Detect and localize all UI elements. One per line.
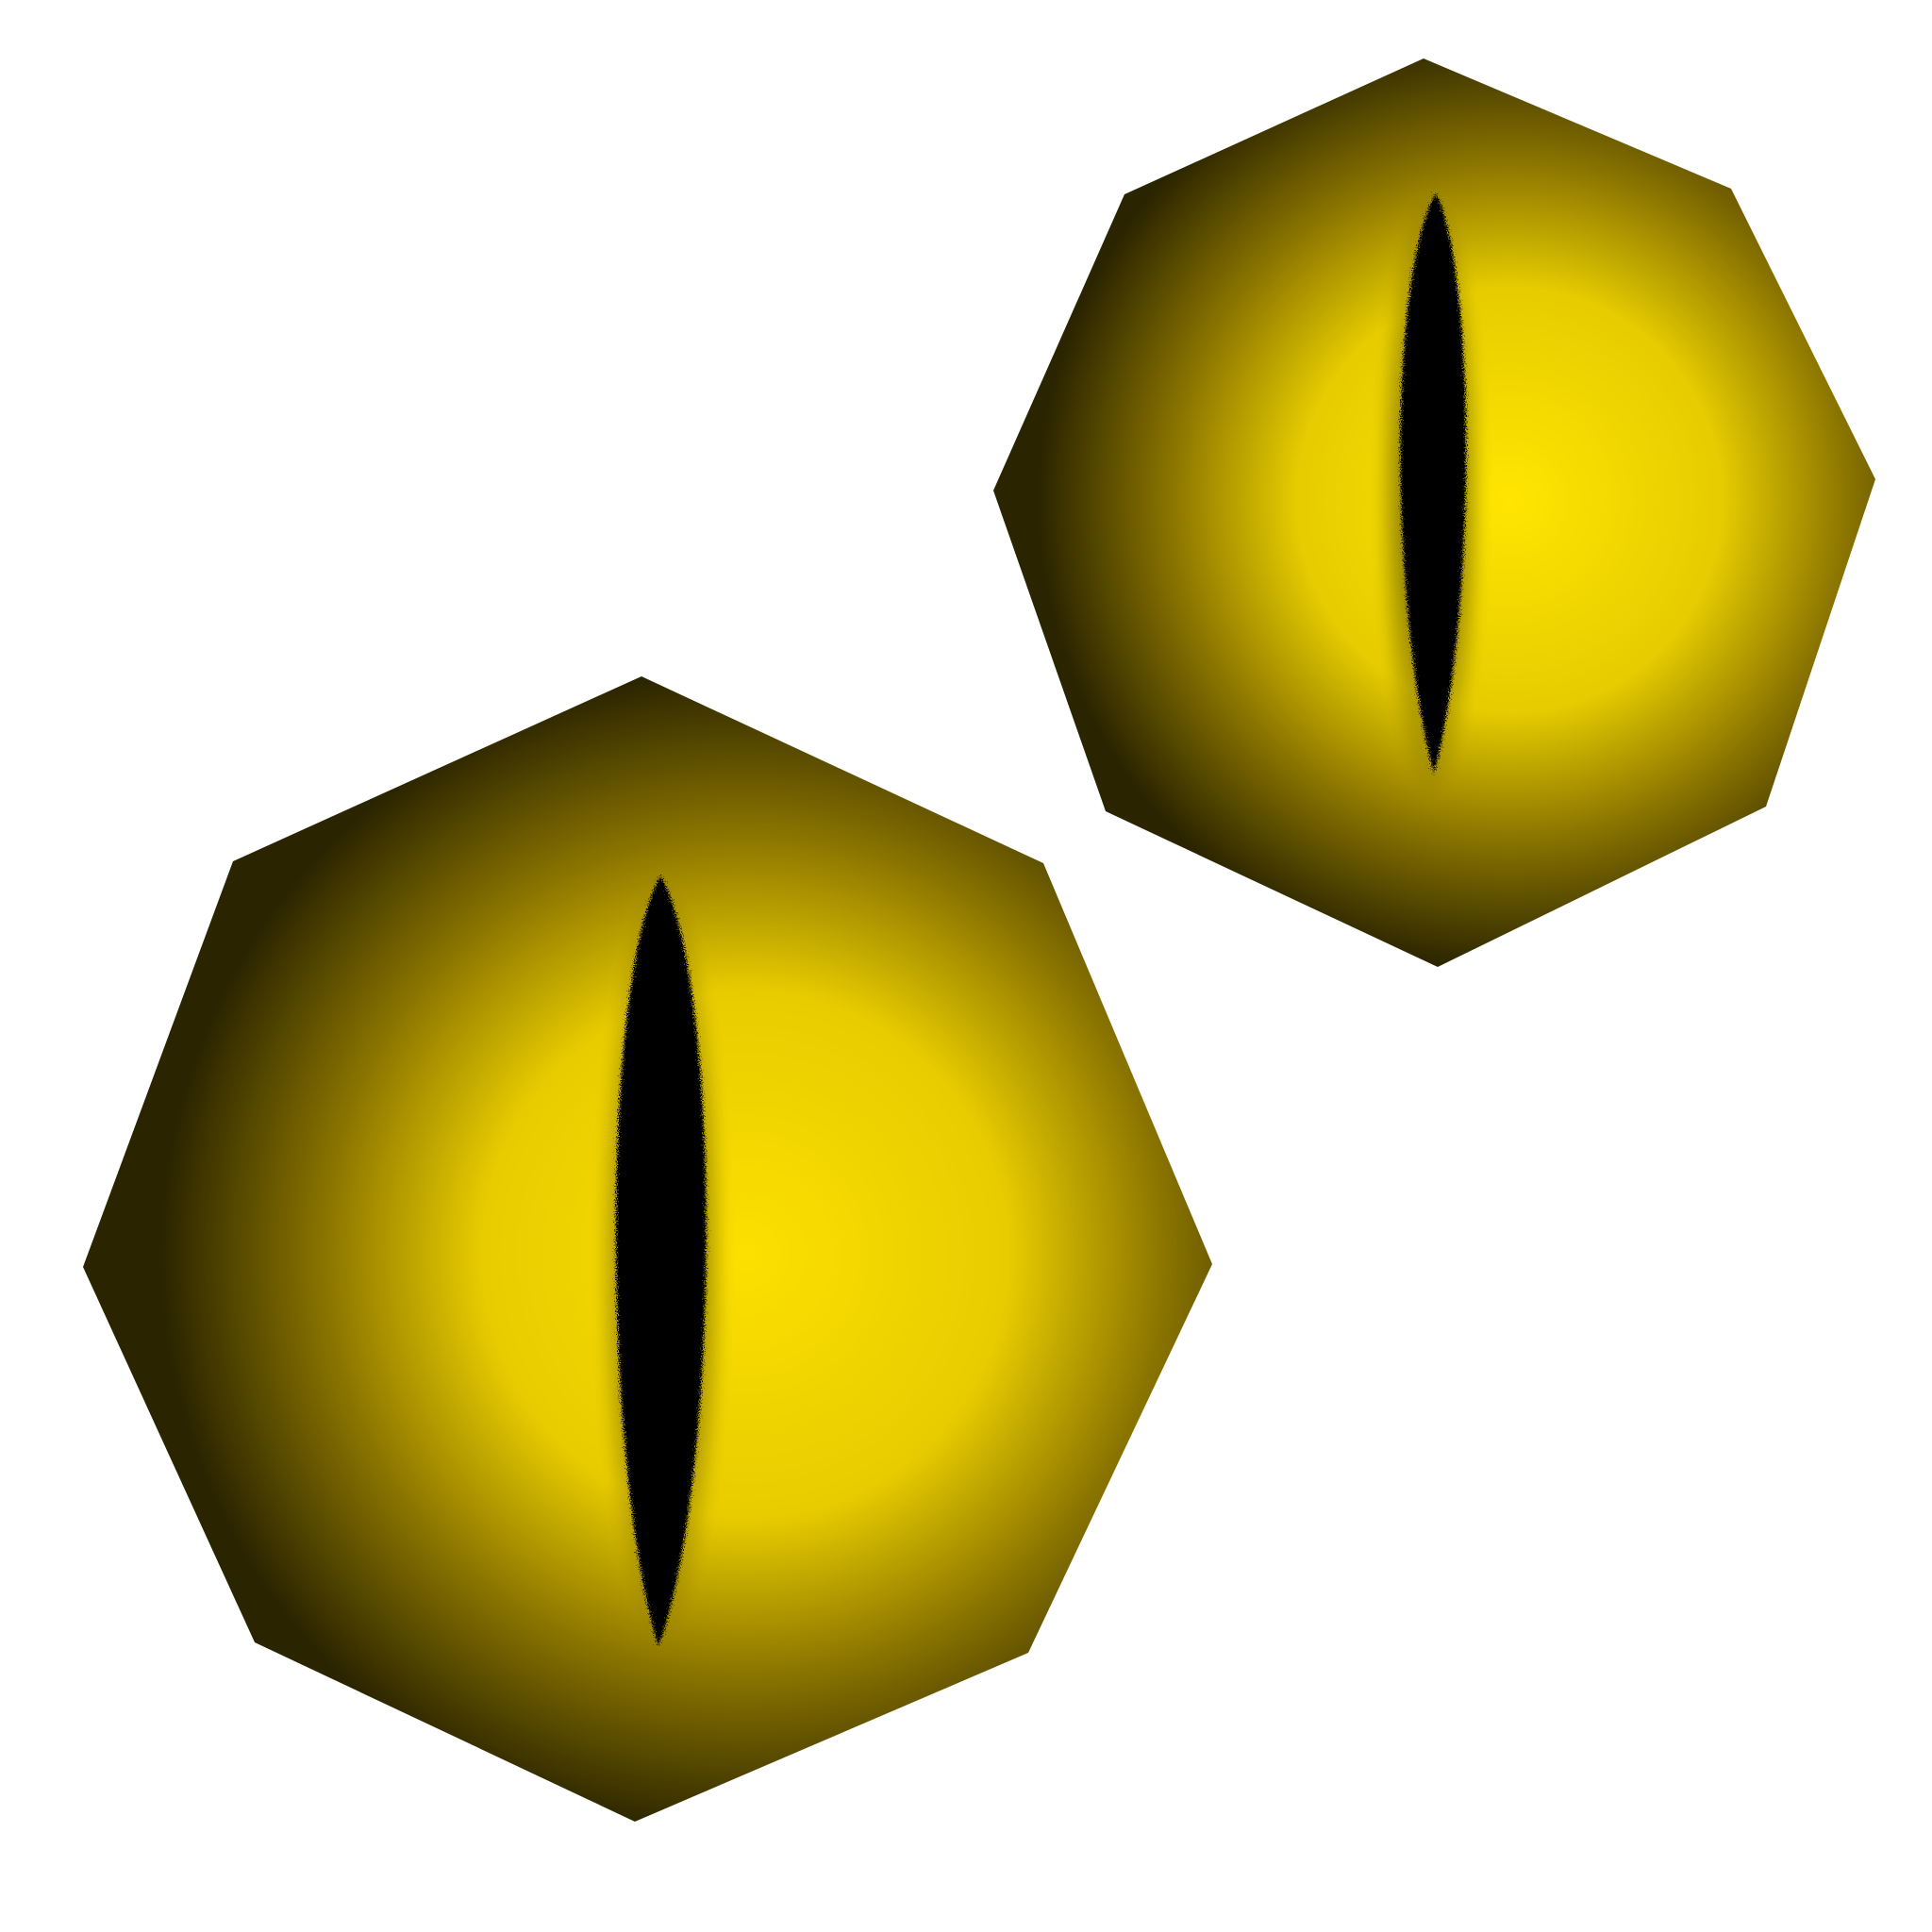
large-eye-pupil-core [640, 981, 686, 1585]
small-eye-pupil-core [1415, 283, 1452, 726]
small-eye [993, 58, 1875, 967]
large-eye [83, 676, 1212, 1822]
